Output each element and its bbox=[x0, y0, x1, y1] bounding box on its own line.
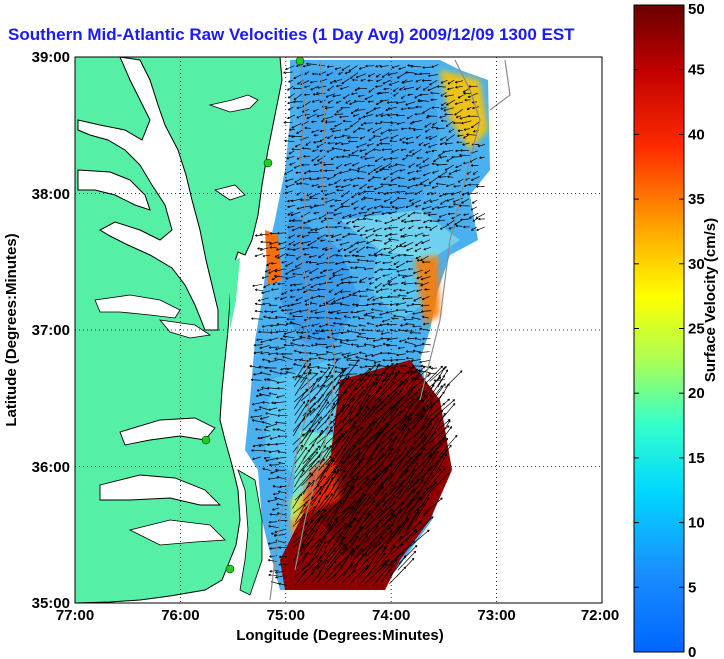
x-tick-3: 74:00 bbox=[372, 607, 410, 624]
colorbar-tick-5: 25 bbox=[688, 321, 705, 338]
colorbar-tick-7: 35 bbox=[688, 191, 705, 208]
colorbar-tick-0: 0 bbox=[688, 644, 696, 659]
grid-lines bbox=[75, 57, 602, 603]
colorbar-tick-1: 5 bbox=[688, 579, 696, 596]
y-axis: 39:00 38:00 37:00 36:00 35:00 Latitude (… bbox=[3, 49, 70, 612]
chesapeake-bay bbox=[77, 57, 259, 546]
velocity-vectors bbox=[249, 62, 486, 586]
colorbar-tick-6: 30 bbox=[688, 256, 705, 273]
colorbar-tick-3: 15 bbox=[688, 450, 705, 467]
station-marker-delmarva bbox=[263, 158, 273, 168]
bathymetry-contours bbox=[269, 59, 511, 601]
y-axis-label: Latitude (Degrees:Minutes) bbox=[3, 233, 20, 426]
x-tick-4: 73:00 bbox=[477, 607, 515, 624]
colorbar-label: Surface Velocity (cm/s) bbox=[702, 218, 719, 382]
vector-arrows bbox=[249, 62, 486, 586]
colorbar-tick-4: 20 bbox=[688, 385, 705, 402]
x-axis-label: Longitude (Degrees:Minutes) bbox=[236, 627, 444, 644]
colorbar-ticks: 0 5 10 15 20 25 30 35 40 45 50 bbox=[634, 1, 705, 659]
colorbar-tick-9: 45 bbox=[688, 62, 705, 79]
plot-area bbox=[75, 57, 602, 603]
colorbar-tick-2: 10 bbox=[688, 515, 705, 532]
y-tick-2: 37:00 bbox=[32, 322, 70, 339]
x-tick-5: 72:00 bbox=[581, 607, 619, 624]
x-axis: 77:00 76:00 75:00 74:00 73:00 72:00 Long… bbox=[56, 607, 619, 644]
colorbar-tick-10: 50 bbox=[688, 1, 705, 18]
map-title: Southern Mid-Atlantic Raw Velocities (1 … bbox=[8, 25, 575, 44]
x-tick-0: 77:00 bbox=[56, 607, 94, 624]
x-tick-1: 76:00 bbox=[161, 607, 199, 624]
colorbar-scale bbox=[633, 4, 685, 653]
y-tick-4: 35:00 bbox=[32, 595, 70, 612]
station-markers bbox=[201, 57, 305, 574]
station-marker-duck bbox=[201, 435, 211, 445]
colorbar-tick-8: 40 bbox=[688, 126, 705, 143]
y-tick-1: 38:00 bbox=[32, 186, 70, 203]
y-tick-0: 39:00 bbox=[32, 49, 70, 66]
colorbar: 0 5 10 15 20 25 30 35 40 45 50 Surface Velocity (c… bbox=[633, 1, 719, 659]
y-tick-3: 36:00 bbox=[32, 459, 70, 476]
plot-frame bbox=[74, 56, 603, 604]
station-marker-cape-may bbox=[295, 57, 305, 66]
x-tick-2: 75:00 bbox=[267, 607, 305, 624]
station-marker-hatteras bbox=[225, 564, 235, 574]
